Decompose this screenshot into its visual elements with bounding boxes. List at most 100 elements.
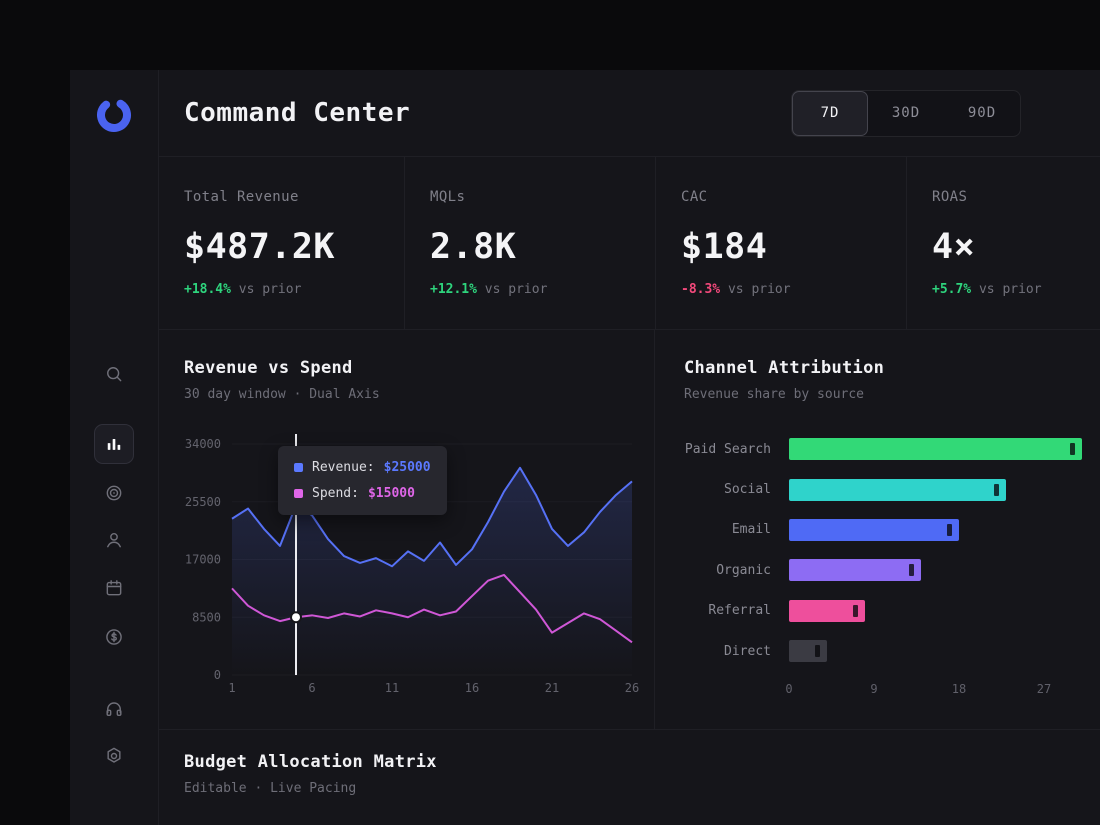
kpi-value: 4× xyxy=(932,227,976,267)
bar-fill[interactable] xyxy=(789,478,1007,501)
panel-title: Channel Attribution xyxy=(684,358,885,378)
bar-chart-icon xyxy=(107,439,121,450)
kpi-delta: +18.4% vs prior xyxy=(184,282,404,297)
bar-marker xyxy=(909,564,915,577)
budget-section: Budget Allocation Matrix Editable · Live… xyxy=(159,730,1100,796)
settings-icon xyxy=(107,747,121,763)
attribution-axis: 0 9 18 27 xyxy=(785,682,1100,698)
kpi-label: ROAS xyxy=(932,189,968,205)
x-tick-label: 11 xyxy=(385,681,399,695)
kpi-delta: -8.3% vs prior xyxy=(681,282,906,297)
cursor-dot xyxy=(290,611,302,624)
sidebar-item-target[interactable] xyxy=(94,473,134,513)
tooltip-value: $25000 xyxy=(383,460,431,475)
kpi-value: $487.2K xyxy=(184,227,336,267)
bar-marker xyxy=(947,523,952,536)
revenue-spend-panel: Revenue vs Spend 30 day window · Dual Ax… xyxy=(159,330,655,729)
kpi-label: MQLs xyxy=(430,189,466,205)
headphones-icon xyxy=(106,702,122,717)
bar-fill[interactable] xyxy=(789,518,959,541)
y-tick-label: 0 xyxy=(214,668,221,682)
y-tick-label: 25500 xyxy=(185,495,221,509)
bar-fill[interactable] xyxy=(789,559,922,582)
bar-fill[interactable] xyxy=(789,640,827,663)
tooltip-row: Revenue: $25000 xyxy=(294,460,431,475)
timeframe-7d[interactable]: 7D xyxy=(792,90,868,136)
content: Command Center 7D 30D 90D Total Revenue $48… xyxy=(159,70,1100,825)
kpi-delta-value: +18.4% xyxy=(184,282,231,297)
tooltip-row: Spend: $15000 xyxy=(294,486,431,501)
bar-track xyxy=(789,518,1100,541)
kpi-delta-suffix: vs prior xyxy=(484,282,548,297)
x-tick-label: 27 xyxy=(1036,682,1052,696)
bar-marker xyxy=(852,604,858,617)
sidebar-item-settings[interactable] xyxy=(94,736,134,776)
bar-label: Direct xyxy=(724,643,771,659)
logo-icon xyxy=(97,98,131,132)
bar-label: Paid Search xyxy=(684,441,771,457)
bar-row: Organic xyxy=(655,550,1100,590)
bar-track xyxy=(789,438,1100,461)
panel-subtitle: 30 day window · Dual Axis xyxy=(184,387,380,402)
bar-row: Social xyxy=(655,469,1100,509)
y-tick-label: 34000 xyxy=(185,437,221,451)
x-tick-label: 1 xyxy=(228,681,235,695)
calendar-icon xyxy=(106,580,122,596)
bar-track xyxy=(789,599,1100,622)
sidebar-item-bar-chart[interactable] xyxy=(94,424,134,464)
kpi-delta-suffix: vs prior xyxy=(238,282,302,297)
bar-marker xyxy=(994,483,1000,496)
x-tick-label: 21 xyxy=(545,681,559,695)
panel-subtitle: Revenue share by source xyxy=(684,387,865,402)
tooltip-label: Revenue: xyxy=(312,460,375,475)
kpi-delta-value: +12.1% xyxy=(430,282,477,297)
chart-tooltip: Revenue: $25000 Spend: $15000 xyxy=(278,446,447,515)
spend-line xyxy=(231,573,633,644)
x-tick-label: 0 xyxy=(785,682,793,696)
x-tick-label: 9 xyxy=(870,682,878,696)
panel-title: Revenue vs Spend xyxy=(184,358,353,378)
bar-label: Social xyxy=(724,482,771,498)
timeframe-90d[interactable]: 90D xyxy=(967,105,997,121)
sidebar xyxy=(70,70,159,825)
timeframe-30d[interactable]: 30D xyxy=(891,105,921,121)
bar-fill[interactable] xyxy=(789,438,1082,461)
x-tick-label: 26 xyxy=(625,681,639,695)
y-tick-label: 17000 xyxy=(185,553,221,567)
sidebar-item-dollar[interactable] xyxy=(94,617,134,657)
kpi-card: ROAS 4× +5.7% vs prior xyxy=(906,157,1100,329)
bar-fill[interactable] xyxy=(789,599,865,622)
app-window: Command Center 7D 30D 90D Total Revenue $48… xyxy=(70,70,1100,825)
attribution-panel: Channel Attribution Revenue share by sou… xyxy=(655,330,1100,729)
kpi-delta: +12.1% vs prior xyxy=(430,282,655,297)
kpi-delta-value: -8.3% xyxy=(681,282,721,297)
series-swatch-icon xyxy=(294,489,303,498)
sidebar-item-user[interactable] xyxy=(94,520,134,560)
panel-subtitle: Editable · Live Pacing xyxy=(184,781,357,796)
kpi-label: Total Revenue xyxy=(184,189,299,205)
bar-label: Organic xyxy=(716,562,771,578)
x-tick-label: 6 xyxy=(308,681,315,695)
dollar-icon xyxy=(106,629,122,645)
page-title: Command Center xyxy=(184,98,411,128)
search-icon xyxy=(107,367,122,382)
brand-logo[interactable] xyxy=(92,93,136,137)
series-swatch-icon xyxy=(294,463,303,472)
sidebar-item-calendar[interactable] xyxy=(94,568,134,608)
x-tick-label: 16 xyxy=(465,681,479,695)
panel-title: Budget Allocation Matrix xyxy=(184,752,437,772)
bar-row: Referral xyxy=(655,591,1100,631)
kpi-delta-value: +5.7% xyxy=(932,282,972,297)
kpi-label: CAC xyxy=(681,189,708,205)
timeframe-control: 7D 30D 90D xyxy=(791,89,1021,137)
kpi-value: 2.8K xyxy=(430,227,517,267)
kpi-card: Total Revenue $487.2K +18.4% vs prior xyxy=(159,157,404,329)
sidebar-item-search[interactable] xyxy=(94,354,134,394)
x-tick-label: 18 xyxy=(951,682,967,696)
sidebar-item-headphones[interactable] xyxy=(94,688,134,728)
bar-row: Email xyxy=(655,510,1100,550)
kpi-delta-suffix: vs prior xyxy=(727,282,791,297)
kpi-card: MQLs 2.8K +12.1% vs prior xyxy=(404,157,655,329)
kpi-delta-suffix: vs prior xyxy=(978,282,1042,297)
